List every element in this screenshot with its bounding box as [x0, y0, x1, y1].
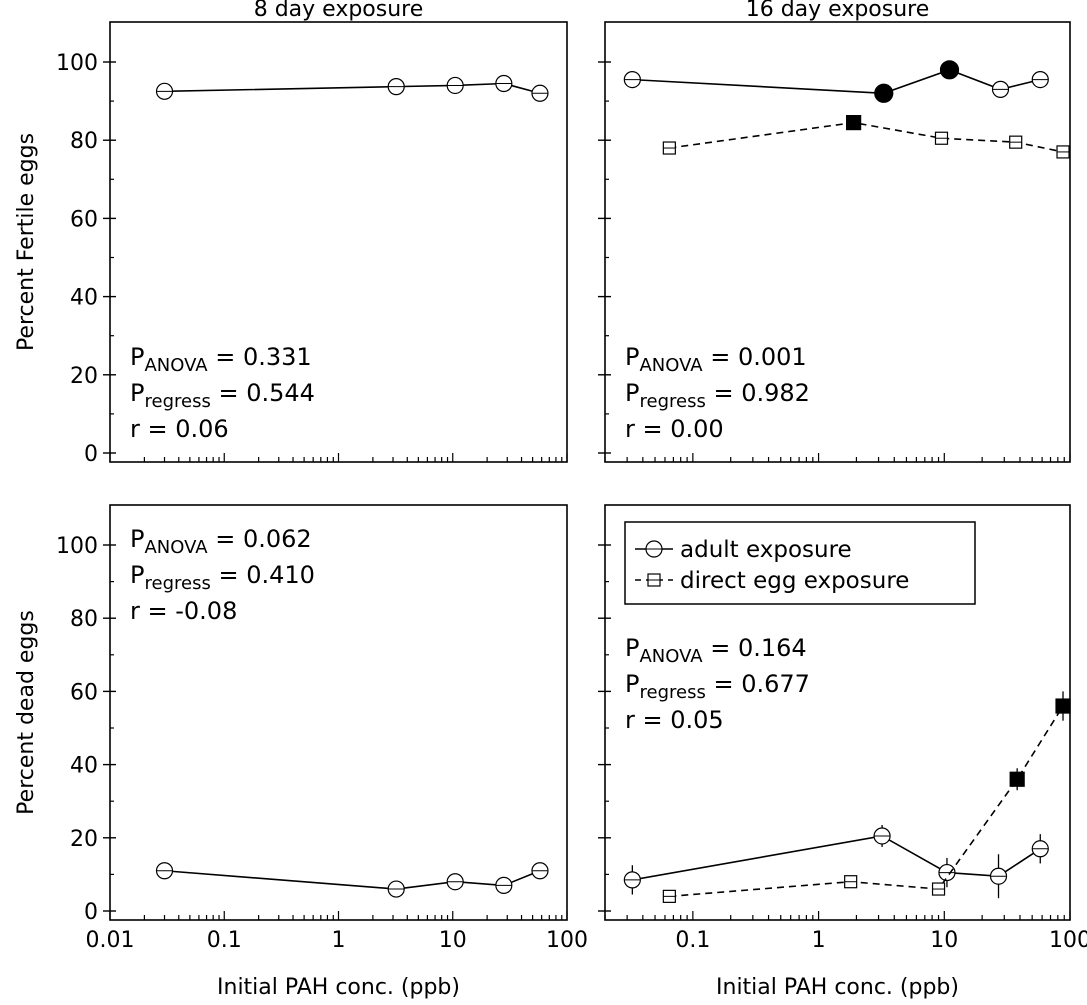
y-tick-label: 80 [70, 129, 98, 154]
x-tick-label: 10 [439, 928, 467, 953]
p-regress-label: Pregress = 0.677 [625, 670, 810, 703]
y-tick-label: 0 [84, 900, 98, 925]
y-tick-label: 40 [70, 286, 98, 311]
y-tick-label: 20 [70, 364, 98, 389]
panel-title: 8 day exposure [254, 0, 424, 22]
series-line [164, 82, 541, 95]
y-tick-label: 0 [84, 442, 98, 467]
data-point [1009, 771, 1025, 787]
series-direct-egg-exposure [662, 691, 1071, 903]
p-anova-label: PANOVA = 0.001 [625, 343, 807, 376]
data-point [939, 60, 960, 80]
panel-bottom-left: 0 20 40 60 80 100 0.01 0.1 1 10 100 Initial PAH con… [14, 504, 588, 1000]
legend: adult exposure direct egg exposure [624, 521, 976, 605]
r-value-label: r = 0.05 [625, 706, 724, 734]
y-tick-label: 100 [56, 51, 98, 76]
y-tick-label: 100 [56, 534, 98, 559]
y-axis-label: Percent dead eggs [14, 610, 39, 815]
series-adult-exposure [623, 824, 1049, 899]
p-anova-label: PANOVA = 0.062 [130, 525, 312, 558]
y-tick-label: 60 [70, 207, 98, 232]
plot-frame [604, 21, 1071, 463]
x-tick-label: 0.01 [86, 928, 135, 953]
y-tick-label: 40 [70, 754, 98, 779]
r-value-label: r = -0.08 [130, 597, 237, 625]
series-open-circle [623, 60, 1049, 103]
y-tick-label: 20 [70, 827, 98, 852]
x-tick-label: 1 [332, 928, 346, 953]
p-anova-label: PANOVA = 0.331 [130, 343, 312, 376]
p-regress-label: Pregress = 0.410 [130, 561, 315, 594]
x-axis-label: Initial PAH conc. (ppb) [217, 975, 460, 1000]
series-line [669, 121, 1064, 153]
panel-top-left: 0 20 40 60 80 100 8 day exposure Percent Fertil… [14, 0, 568, 467]
legend-frame [624, 521, 976, 605]
panel-title: 16 day exposure [746, 0, 930, 22]
series-line [669, 705, 1064, 898]
data-point [846, 115, 862, 131]
x-tick-label: 10 [930, 928, 958, 953]
series-open-circle [155, 74, 549, 102]
x-tick-label: 0.1 [207, 928, 242, 953]
series-open-circle [155, 862, 549, 898]
p-regress-label: Pregress = 0.982 [625, 379, 810, 412]
series-line [632, 835, 1041, 881]
p-regress-label: Pregress = 0.544 [130, 379, 315, 412]
x-tick-label: 1 [812, 928, 826, 953]
data-point [1055, 698, 1071, 714]
p-anova-label: PANOVA = 0.164 [625, 634, 807, 667]
r-value-label: r = 0.00 [625, 415, 724, 443]
x-tick-label: 100 [546, 928, 588, 953]
panel-bottom-right: 0.1 1 10 100 Initial PAH conc. (ppb) PANOVA =… [598, 504, 1087, 1000]
y-tick-label: 80 [70, 607, 98, 632]
x-axis-label: Initial PAH conc. (ppb) [716, 975, 959, 1000]
x-tick-label: 100 [1049, 928, 1087, 953]
series-open-square [662, 115, 1070, 159]
x-tick-label: 0.1 [675, 928, 710, 953]
plot-frame [109, 504, 568, 921]
y-tick-label: 60 [70, 680, 98, 705]
r-value-label: r = 0.06 [130, 415, 229, 443]
legend-entry-direct-egg: direct egg exposure [680, 568, 909, 594]
series-line [164, 869, 541, 890]
series-line [632, 68, 1041, 95]
data-point [874, 83, 894, 103]
legend-entry-adult: adult exposure [680, 537, 852, 563]
y-axis-label: Percent Fertile eggs [14, 133, 39, 351]
